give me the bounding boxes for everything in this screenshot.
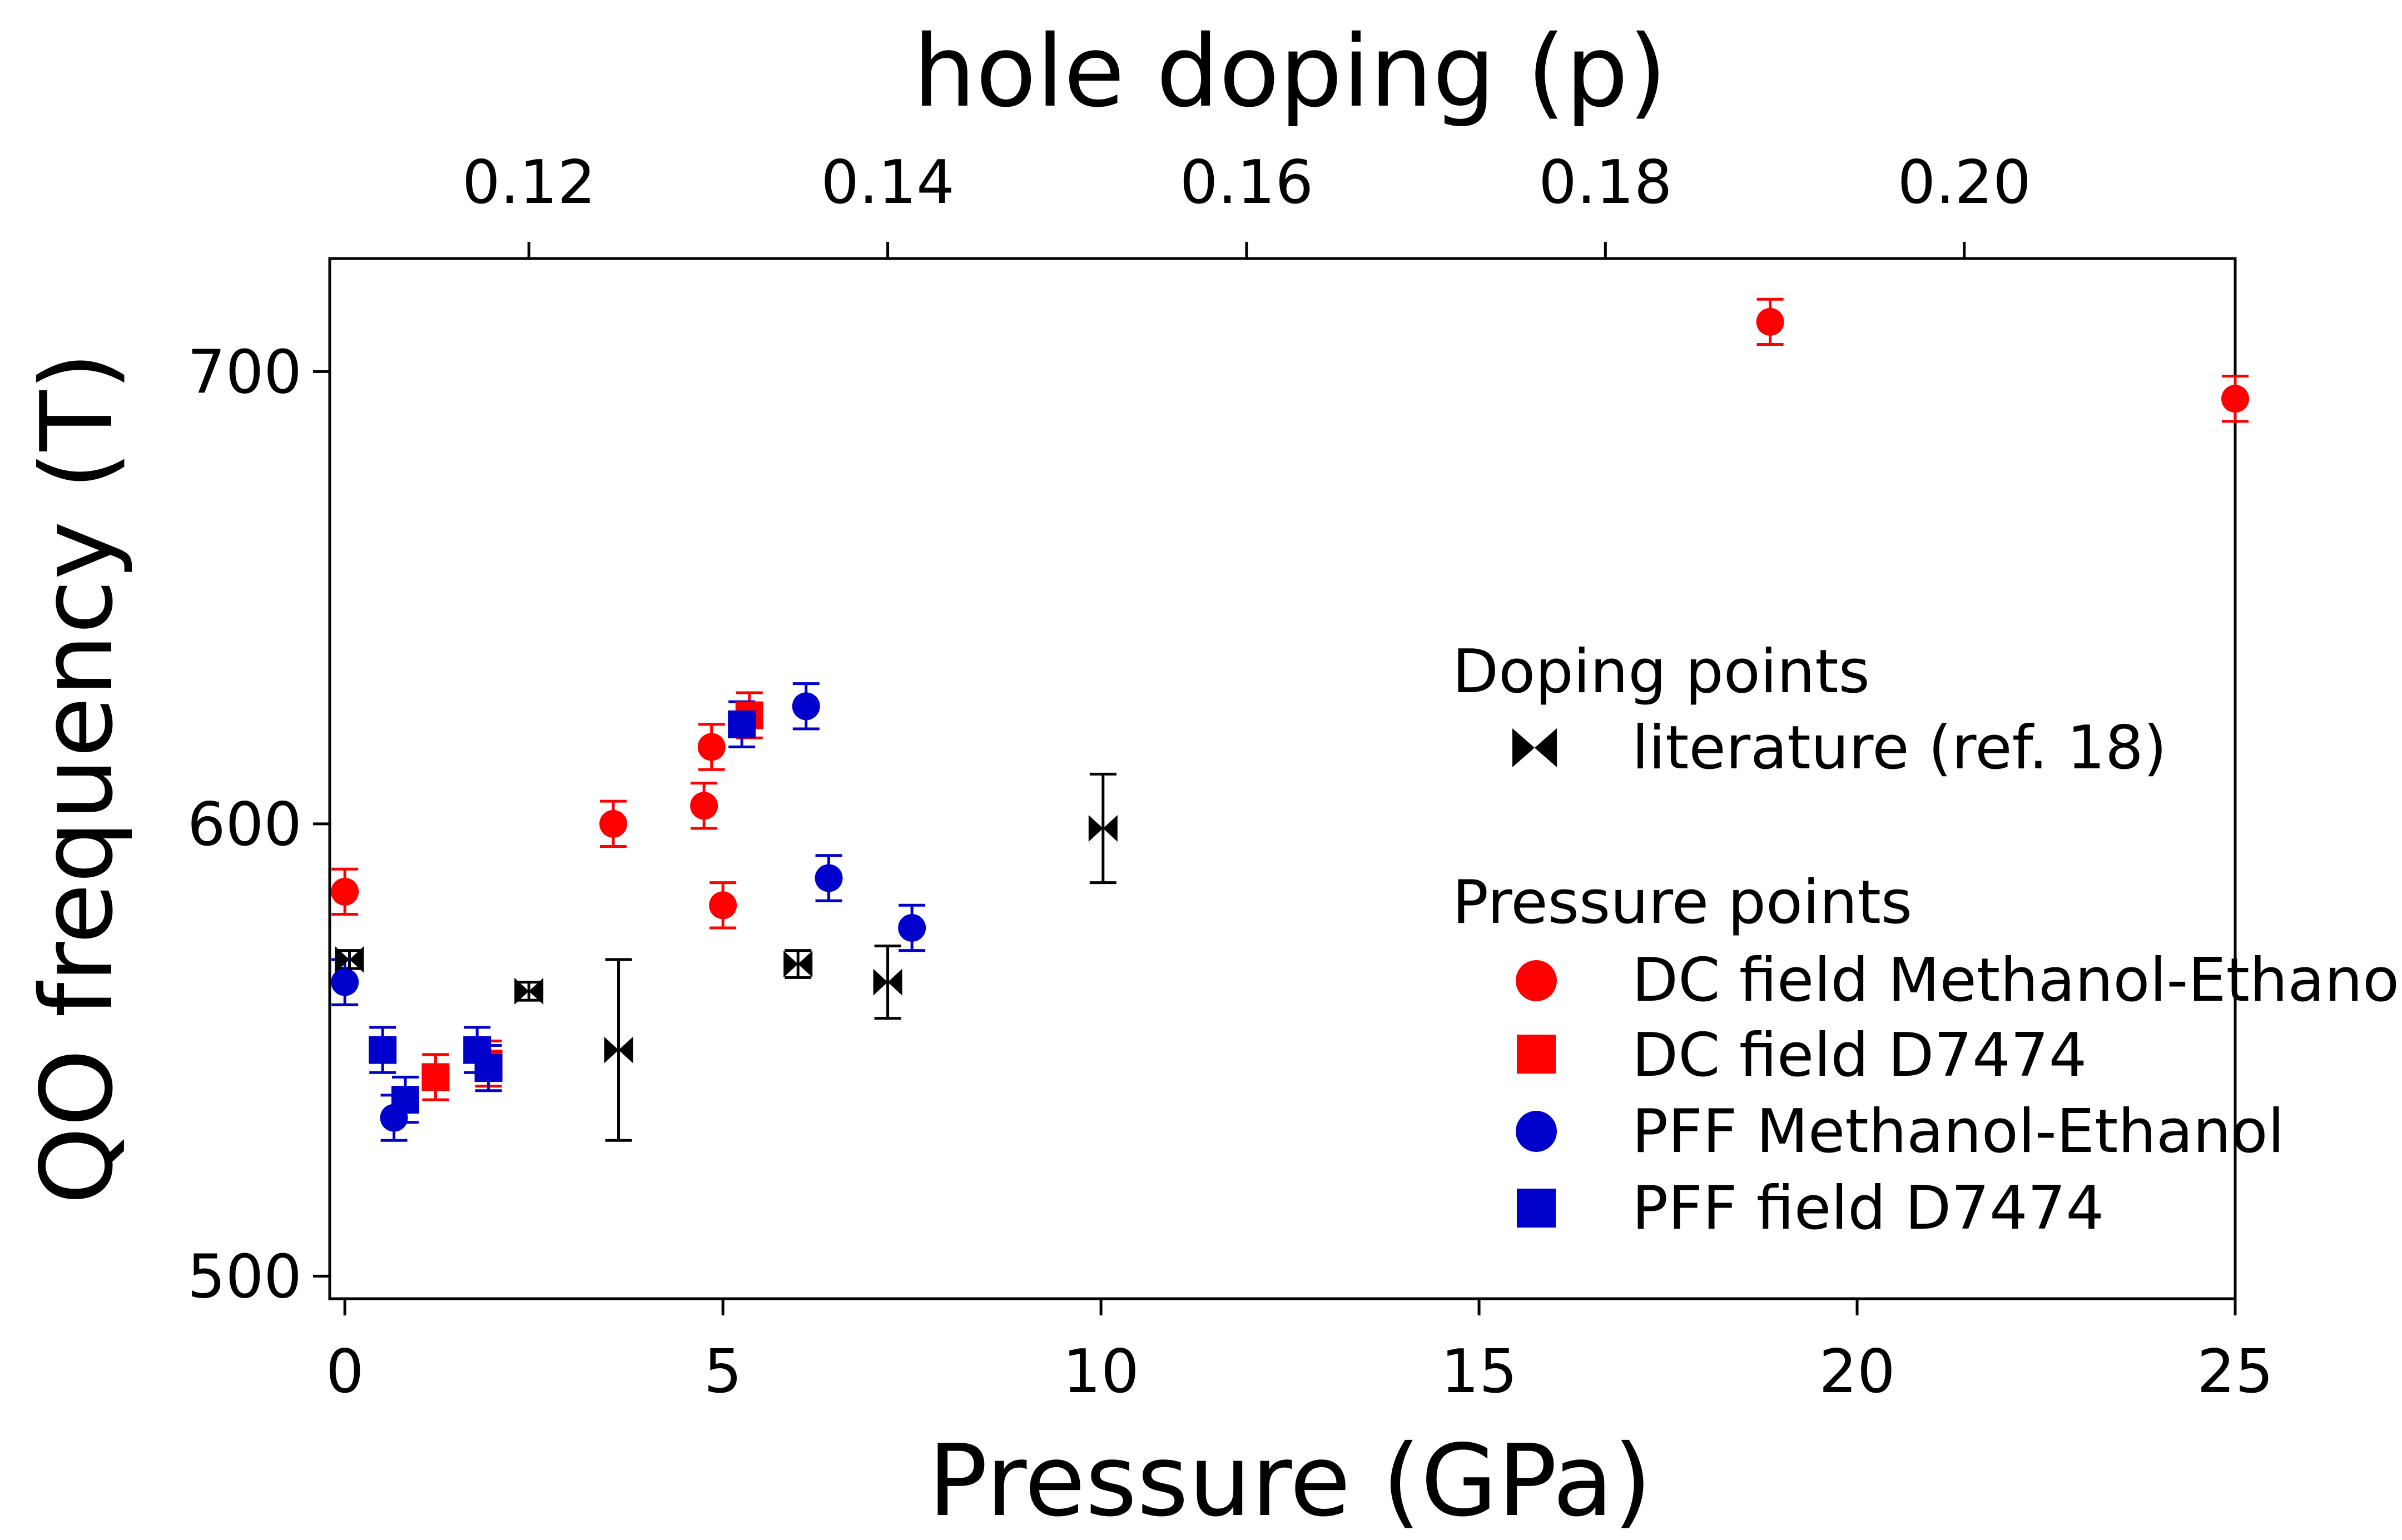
legend-bowtie-icon [1512, 728, 1557, 767]
x-tick-label: 5 [704, 1337, 742, 1407]
legend-group-doping-title: Doping points [1452, 637, 1870, 707]
dc-field-methanol-ethanol-point [599, 809, 627, 838]
x2-tick-label: 0.12 [462, 148, 595, 217]
dc-field-methanol-ethanol-point [690, 792, 718, 820]
literature-ref-18-point [335, 946, 364, 973]
y-tick-label: 700 [187, 337, 302, 407]
legend-red-circle-icon [1516, 960, 1557, 1001]
y-tick-label: 500 [187, 1242, 302, 1312]
pff-methanol-ethanol-point [815, 864, 843, 892]
pff-field-d7474-point [391, 1086, 419, 1114]
x2-tick-label: 0.18 [1539, 148, 1672, 217]
dc-field-methanol-ethanol-point [709, 891, 737, 920]
dc-field-methanol-ethanol-point [697, 733, 726, 761]
x-axis-title: Pressure (GPa) [928, 1423, 1652, 1538]
legend-entry-dc-d7474: DC field D7474 [1632, 1021, 2087, 1090]
x-tick-label: 10 [1063, 1337, 1139, 1407]
plot-frame [328, 257, 2237, 1300]
literature-ref-18-error-bar [515, 981, 543, 1002]
x2-axis-title: hole doping (p) [913, 14, 1667, 129]
pff-field-d7474-point [369, 1036, 397, 1064]
legend-entry-dc-methanol-ethanol: DC field Methanol-Ethanol [1632, 946, 2402, 1015]
x2-tick-label: 0.14 [821, 148, 954, 217]
pff-methanol-ethanol-point [331, 968, 359, 996]
legend-entry-pff-d7474: PFF field D7474 [1632, 1174, 2104, 1243]
x2-tick-label: 0.20 [1897, 148, 2031, 217]
pff-methanol-ethanol-point [792, 692, 820, 721]
dc-field-methanol-ethanol-point [331, 877, 359, 906]
legend-blue-square-icon [1517, 1189, 1556, 1228]
x-tick-label: 25 [2197, 1337, 2273, 1407]
data-markers [331, 307, 2249, 1132]
literature-ref-18-point [783, 951, 813, 978]
dc-field-methanol-ethanol-point [1756, 307, 1784, 336]
legend-entry-literature: literature (ref. 18) [1632, 713, 2167, 783]
literature-ref-18-point [1088, 814, 1118, 842]
dc-field-d7474-point [421, 1063, 450, 1091]
legend-group-pressure-title: Pressure points [1452, 868, 1912, 937]
pff-methanol-ethanol-point [898, 913, 926, 942]
literature-ref-18-error-bar [605, 958, 632, 1142]
pff-field-d7474-point [474, 1054, 503, 1082]
x2-tick-label: 0.16 [1180, 148, 1313, 217]
dc-field-methanol-ethanol-point [2221, 385, 2249, 413]
legend-entry-pff-methanol-ethanol: PFF Methanol-Ethanol [1632, 1097, 2285, 1166]
legend: Doping points literature (ref. 18) Press… [1452, 637, 2402, 1243]
legend-red-square-icon [1517, 1035, 1556, 1074]
literature-ref-18-point [604, 1036, 633, 1064]
y-axis-title: QO frequency (T) [19, 352, 135, 1205]
pff-field-d7474-point [728, 710, 756, 738]
legend-blue-circle-icon [1516, 1111, 1557, 1152]
x-tick-label: 20 [1819, 1337, 1895, 1407]
x-tick-label: 15 [1441, 1337, 1517, 1407]
y-tick-label: 600 [187, 790, 302, 860]
axis-ticks: 0 5 10 15 20 25 500 600 700 0.12 0.14 0.16 0.18 0.20 [187, 148, 2274, 1407]
literature-ref-18-point [514, 977, 544, 1005]
x-tick-label: 0 [326, 1337, 364, 1407]
literature-ref-18-point [873, 968, 902, 996]
